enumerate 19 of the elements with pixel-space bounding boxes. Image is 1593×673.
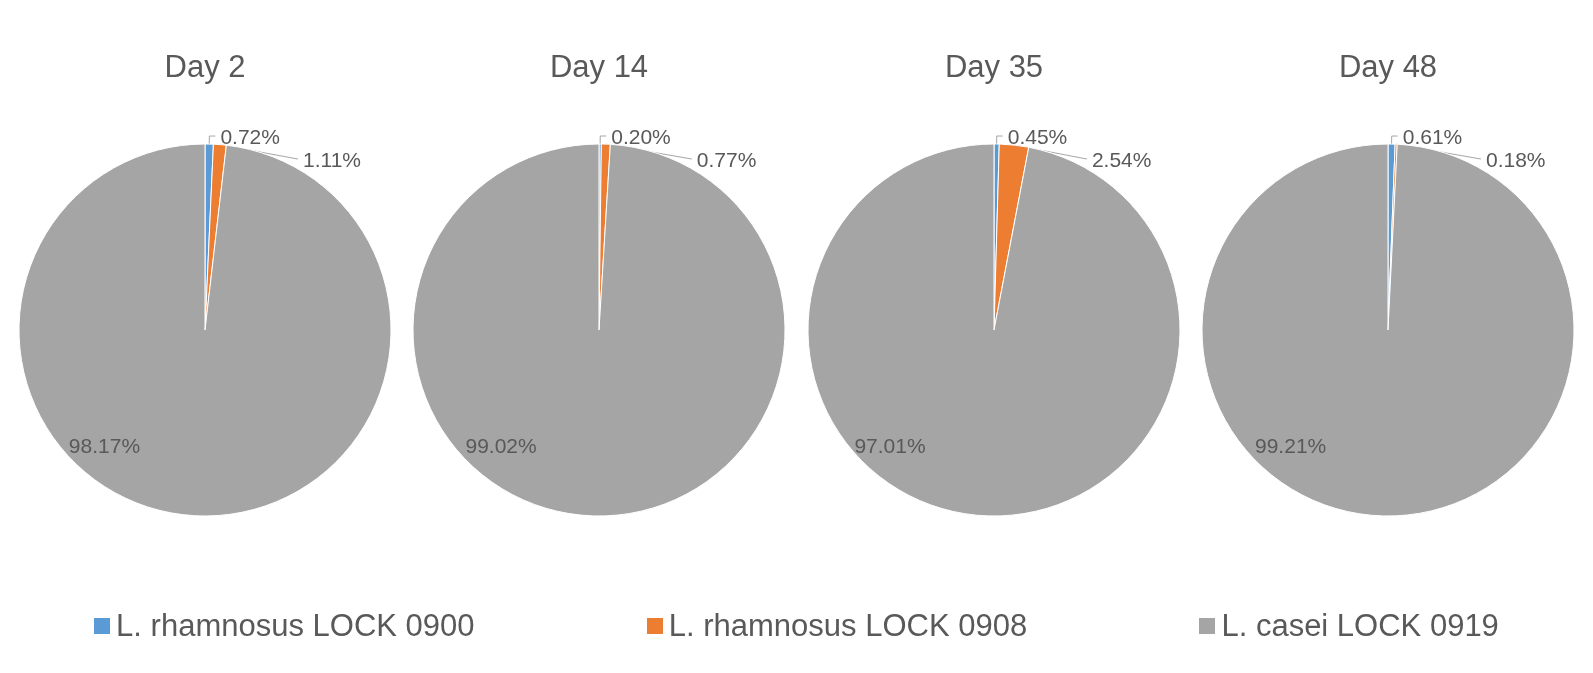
legend-label: L. rhamnosus LOCK 0908 — [668, 608, 1028, 644]
legend-label: L. casei LOCK 0919 — [1221, 608, 1499, 644]
chart-title: Day 14 — [550, 49, 649, 84]
data-label: 0.72% — [220, 124, 280, 148]
data-label: 0.77% — [697, 147, 757, 171]
data-label: 98.17% — [68, 434, 141, 458]
data-label: 99.21% — [1254, 434, 1326, 458]
data-label: 2.54% — [1091, 147, 1151, 171]
chart-title: Day 48 — [1338, 49, 1437, 84]
data-label: 0.20% — [611, 124, 672, 148]
data-label: 1.11% — [303, 147, 362, 171]
data-label: 0.61% — [1402, 124, 1463, 148]
legend-label: L. rhamnosus LOCK 0900 — [116, 608, 475, 644]
data-label: 97.01% — [853, 434, 926, 458]
data-label: 0.45% — [1007, 124, 1067, 148]
data-label: 0.18% — [1485, 147, 1546, 171]
chart-title: Day 2 — [164, 49, 246, 84]
chart-title: Day 35 — [944, 49, 1043, 84]
data-label: 99.02% — [465, 434, 537, 458]
